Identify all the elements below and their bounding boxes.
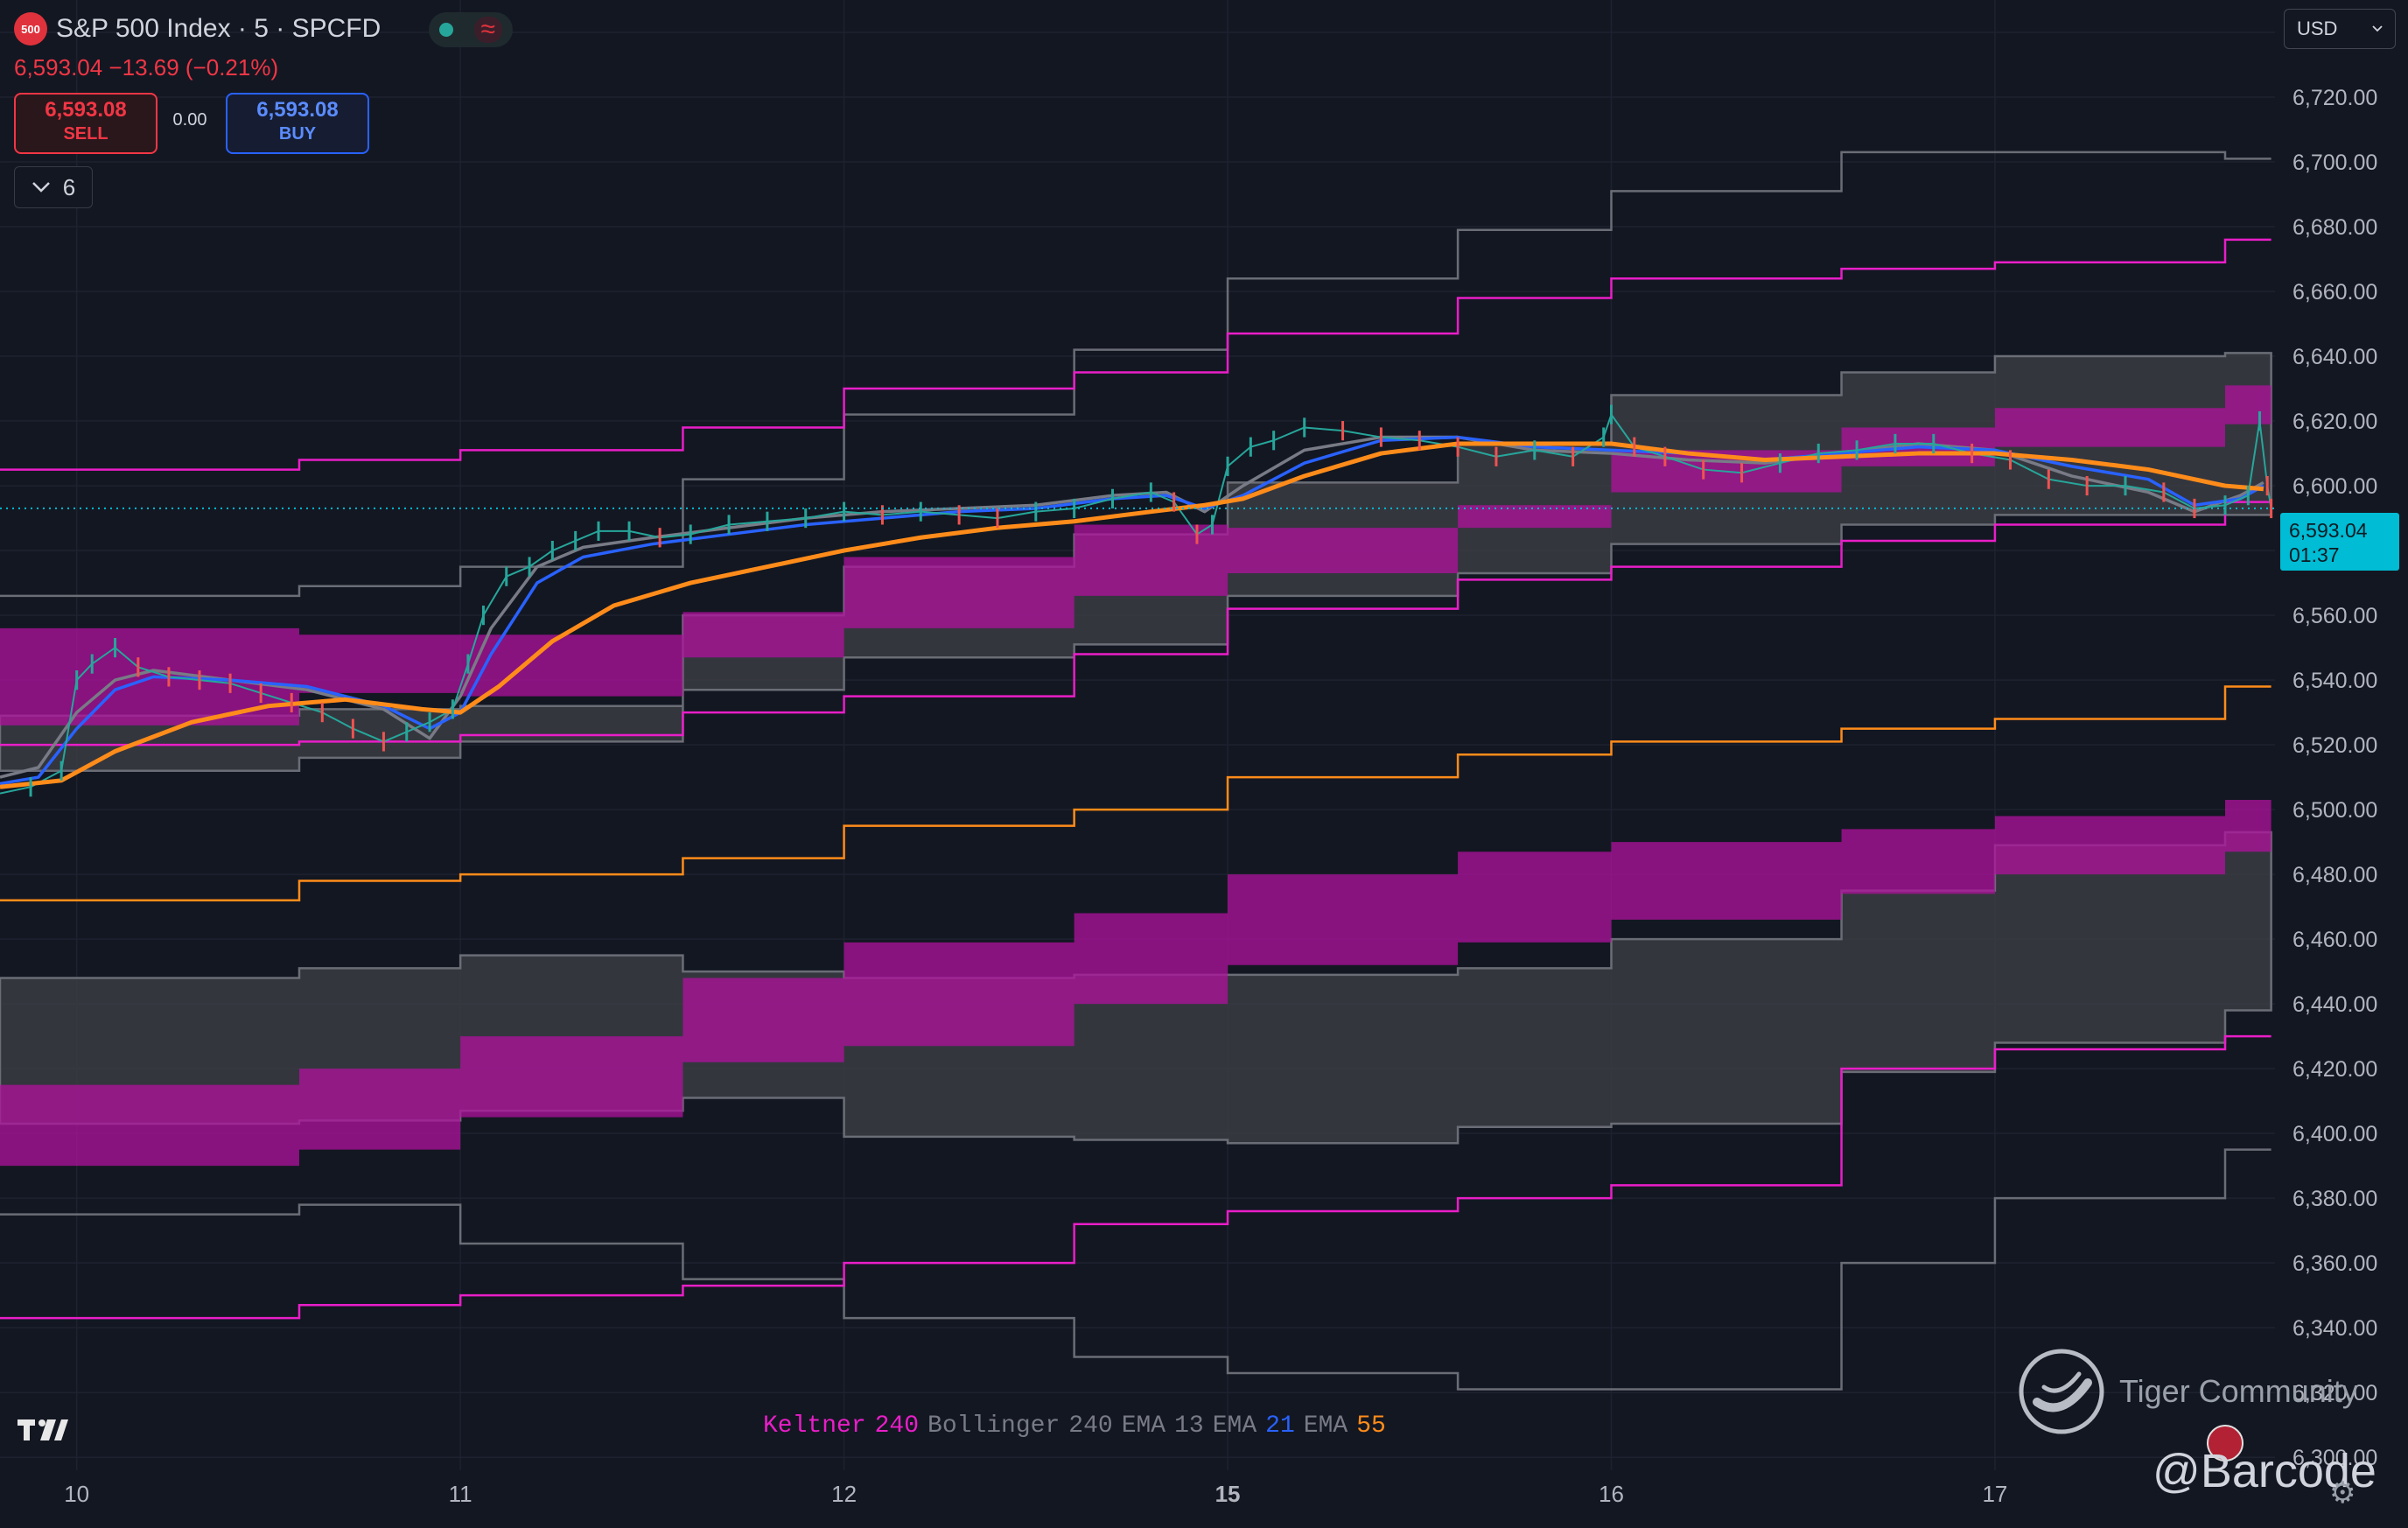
caret-down-icon (2372, 25, 2383, 32)
price-axis[interactable]: 6,740.006,720.006,700.006,680.006,660.00… (2292, 21, 2377, 1470)
keltner-lower-band-fill (0, 800, 2272, 1167)
gear-icon[interactable]: ⚙ (2329, 1476, 2356, 1510)
price-tick-label: 6,500.00 (2292, 798, 2377, 823)
legend-item-value: 240 (1068, 1412, 1113, 1440)
indicator-legend[interactable]: Keltner 240 Bollinger 240 EMA 13 EMA 21 EMA 55 (763, 1412, 1395, 1440)
price-tick-label: 6,340.00 (2292, 1316, 2377, 1341)
price-tick-label: 6,380.00 (2292, 1187, 2377, 1211)
price-tick-label: 6,460.00 (2292, 928, 2377, 952)
time-tick-label: 16 (1599, 1481, 1624, 1507)
data-wave-icon: ≈ (473, 17, 503, 43)
indicator-bands (0, 352, 2272, 1167)
price-tick-label: 6,660.00 (2292, 280, 2377, 305)
price-tick-label: 6,320.00 (2292, 1381, 2377, 1405)
time-axis[interactable]: 10 11 12 15 16 17 (64, 1481, 2007, 1507)
sell-price: 6,593.08 (45, 98, 127, 122)
community-name: Tiger Community (2119, 1373, 2358, 1409)
tiger-logo-icon (2019, 1349, 2104, 1434)
price-tick-label: 6,720.00 (2292, 86, 2377, 110)
legend-item-value: 13 (1174, 1412, 1204, 1440)
legend-item-name[interactable]: EMA (1303, 1412, 1348, 1440)
bar-countdown: 01:37 (2289, 543, 2340, 566)
time-tick-label: 17 (1982, 1481, 2007, 1507)
keltner-mid-line (0, 501, 2272, 746)
ema-and-price-series (0, 404, 2273, 797)
legend-item-name[interactable]: EMA (1212, 1412, 1257, 1440)
price-tick-label: 6,360.00 (2292, 1251, 2377, 1276)
keltner-lower-line (0, 1034, 2272, 1320)
price-tick-label: 6,520.00 (2292, 733, 2377, 758)
price-tick-label: 6,300.00 (2292, 1446, 2377, 1470)
time-tick-label: 10 (64, 1481, 89, 1507)
legend-item-value: 240 (874, 1412, 920, 1440)
legend-item-name[interactable]: EMA (1121, 1412, 1166, 1440)
buy-label: BUY (278, 124, 317, 144)
legend-item-value: 55 (1356, 1412, 1386, 1440)
symbol-title[interactable]: S&P 500 Index · 5 · SPCFD (56, 14, 382, 43)
sp500-logo-icon: 500 (14, 12, 47, 46)
currency-select[interactable]: USD (2284, 9, 2396, 49)
sell-button[interactable]: 6,593.08 SELL (14, 93, 158, 154)
price-tick-label: 6,680.00 (2292, 215, 2377, 240)
time-tick-label: 15 (1215, 1481, 1241, 1507)
tiger-community-watermark: Tiger Community (2018, 1348, 2358, 1435)
symbol-header[interactable]: 500 S&P 500 Index · 5 · SPCFD (14, 12, 381, 46)
price-tick-label: 6,420.00 (2292, 1057, 2377, 1082)
legend-item-value: 21 (1265, 1412, 1295, 1440)
currency-value: USD (2297, 18, 2338, 39)
chevron-down-icon (32, 182, 50, 193)
market-open-icon (438, 23, 453, 37)
keltner-band-fill (0, 385, 2272, 725)
price-tick-label: 6,480.00 (2292, 863, 2377, 887)
time-tick-label: 12 (831, 1481, 857, 1507)
price-change-line: 6,593.04 −13.69 (−0.21%) (14, 54, 279, 81)
tradingview-logo-icon[interactable] (16, 1414, 72, 1444)
ema-step-line (0, 685, 2272, 901)
last-price-value: 6,593.04 (2289, 519, 2368, 542)
last-price-tag: 6,593.04 01:37 (2280, 513, 2399, 571)
sell-label: SELL (63, 124, 108, 144)
buy-price: 6,593.08 (256, 98, 339, 122)
price-tick-label: 6,440.00 (2292, 992, 2377, 1017)
legend-item-name[interactable]: Bollinger (928, 1412, 1060, 1440)
indicators-toggle-button[interactable]: 6 (14, 166, 93, 208)
bollinger-lower-line (0, 1148, 2272, 1391)
price-tick-label: 6,400.00 (2292, 1122, 2377, 1146)
us-flag-icon (2207, 1425, 2244, 1461)
price-tick-label: 6,620.00 (2292, 410, 2377, 434)
buy-button[interactable]: 6,593.08 BUY (226, 93, 369, 154)
series-ema-55 (0, 441, 2264, 789)
keltner-upper-line (0, 238, 2272, 471)
price-tick-label: 6,640.00 (2292, 345, 2377, 369)
price-tick-label: 6,600.00 (2292, 474, 2377, 499)
author-handle: @Barcode (2152, 1445, 2376, 1497)
time-tick-label: 11 (449, 1481, 472, 1507)
indicators-count: 6 (62, 173, 76, 200)
legend-item-name[interactable]: Keltner (763, 1412, 866, 1440)
price-tick-label: 6,700.00 (2292, 151, 2377, 175)
price-tick-label: 6,560.00 (2292, 604, 2377, 628)
market-status-pill[interactable]: ≈ (429, 12, 513, 47)
spread-value: 0.00 (172, 110, 207, 130)
price-tick-label: 6,540.00 (2292, 669, 2377, 693)
indicator-step-lines (0, 151, 2272, 1391)
